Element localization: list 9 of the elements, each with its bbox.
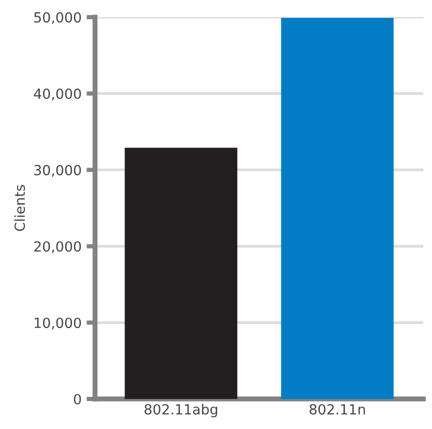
y-tick-label: 50,000	[34, 12, 81, 24]
y-axis-title: Clients	[14, 185, 25, 232]
y-tick-label: 40,000	[34, 88, 81, 100]
x-tick-label: 802.11abg	[144, 404, 218, 418]
y-tick-label: 10,000	[34, 318, 81, 330]
y-tick-label: 30,000	[34, 164, 81, 177]
x-tick-label: 802.11n	[310, 404, 365, 415]
y-tick-label: 20,000	[34, 241, 81, 254]
y-tick-label: 0	[74, 394, 81, 404]
